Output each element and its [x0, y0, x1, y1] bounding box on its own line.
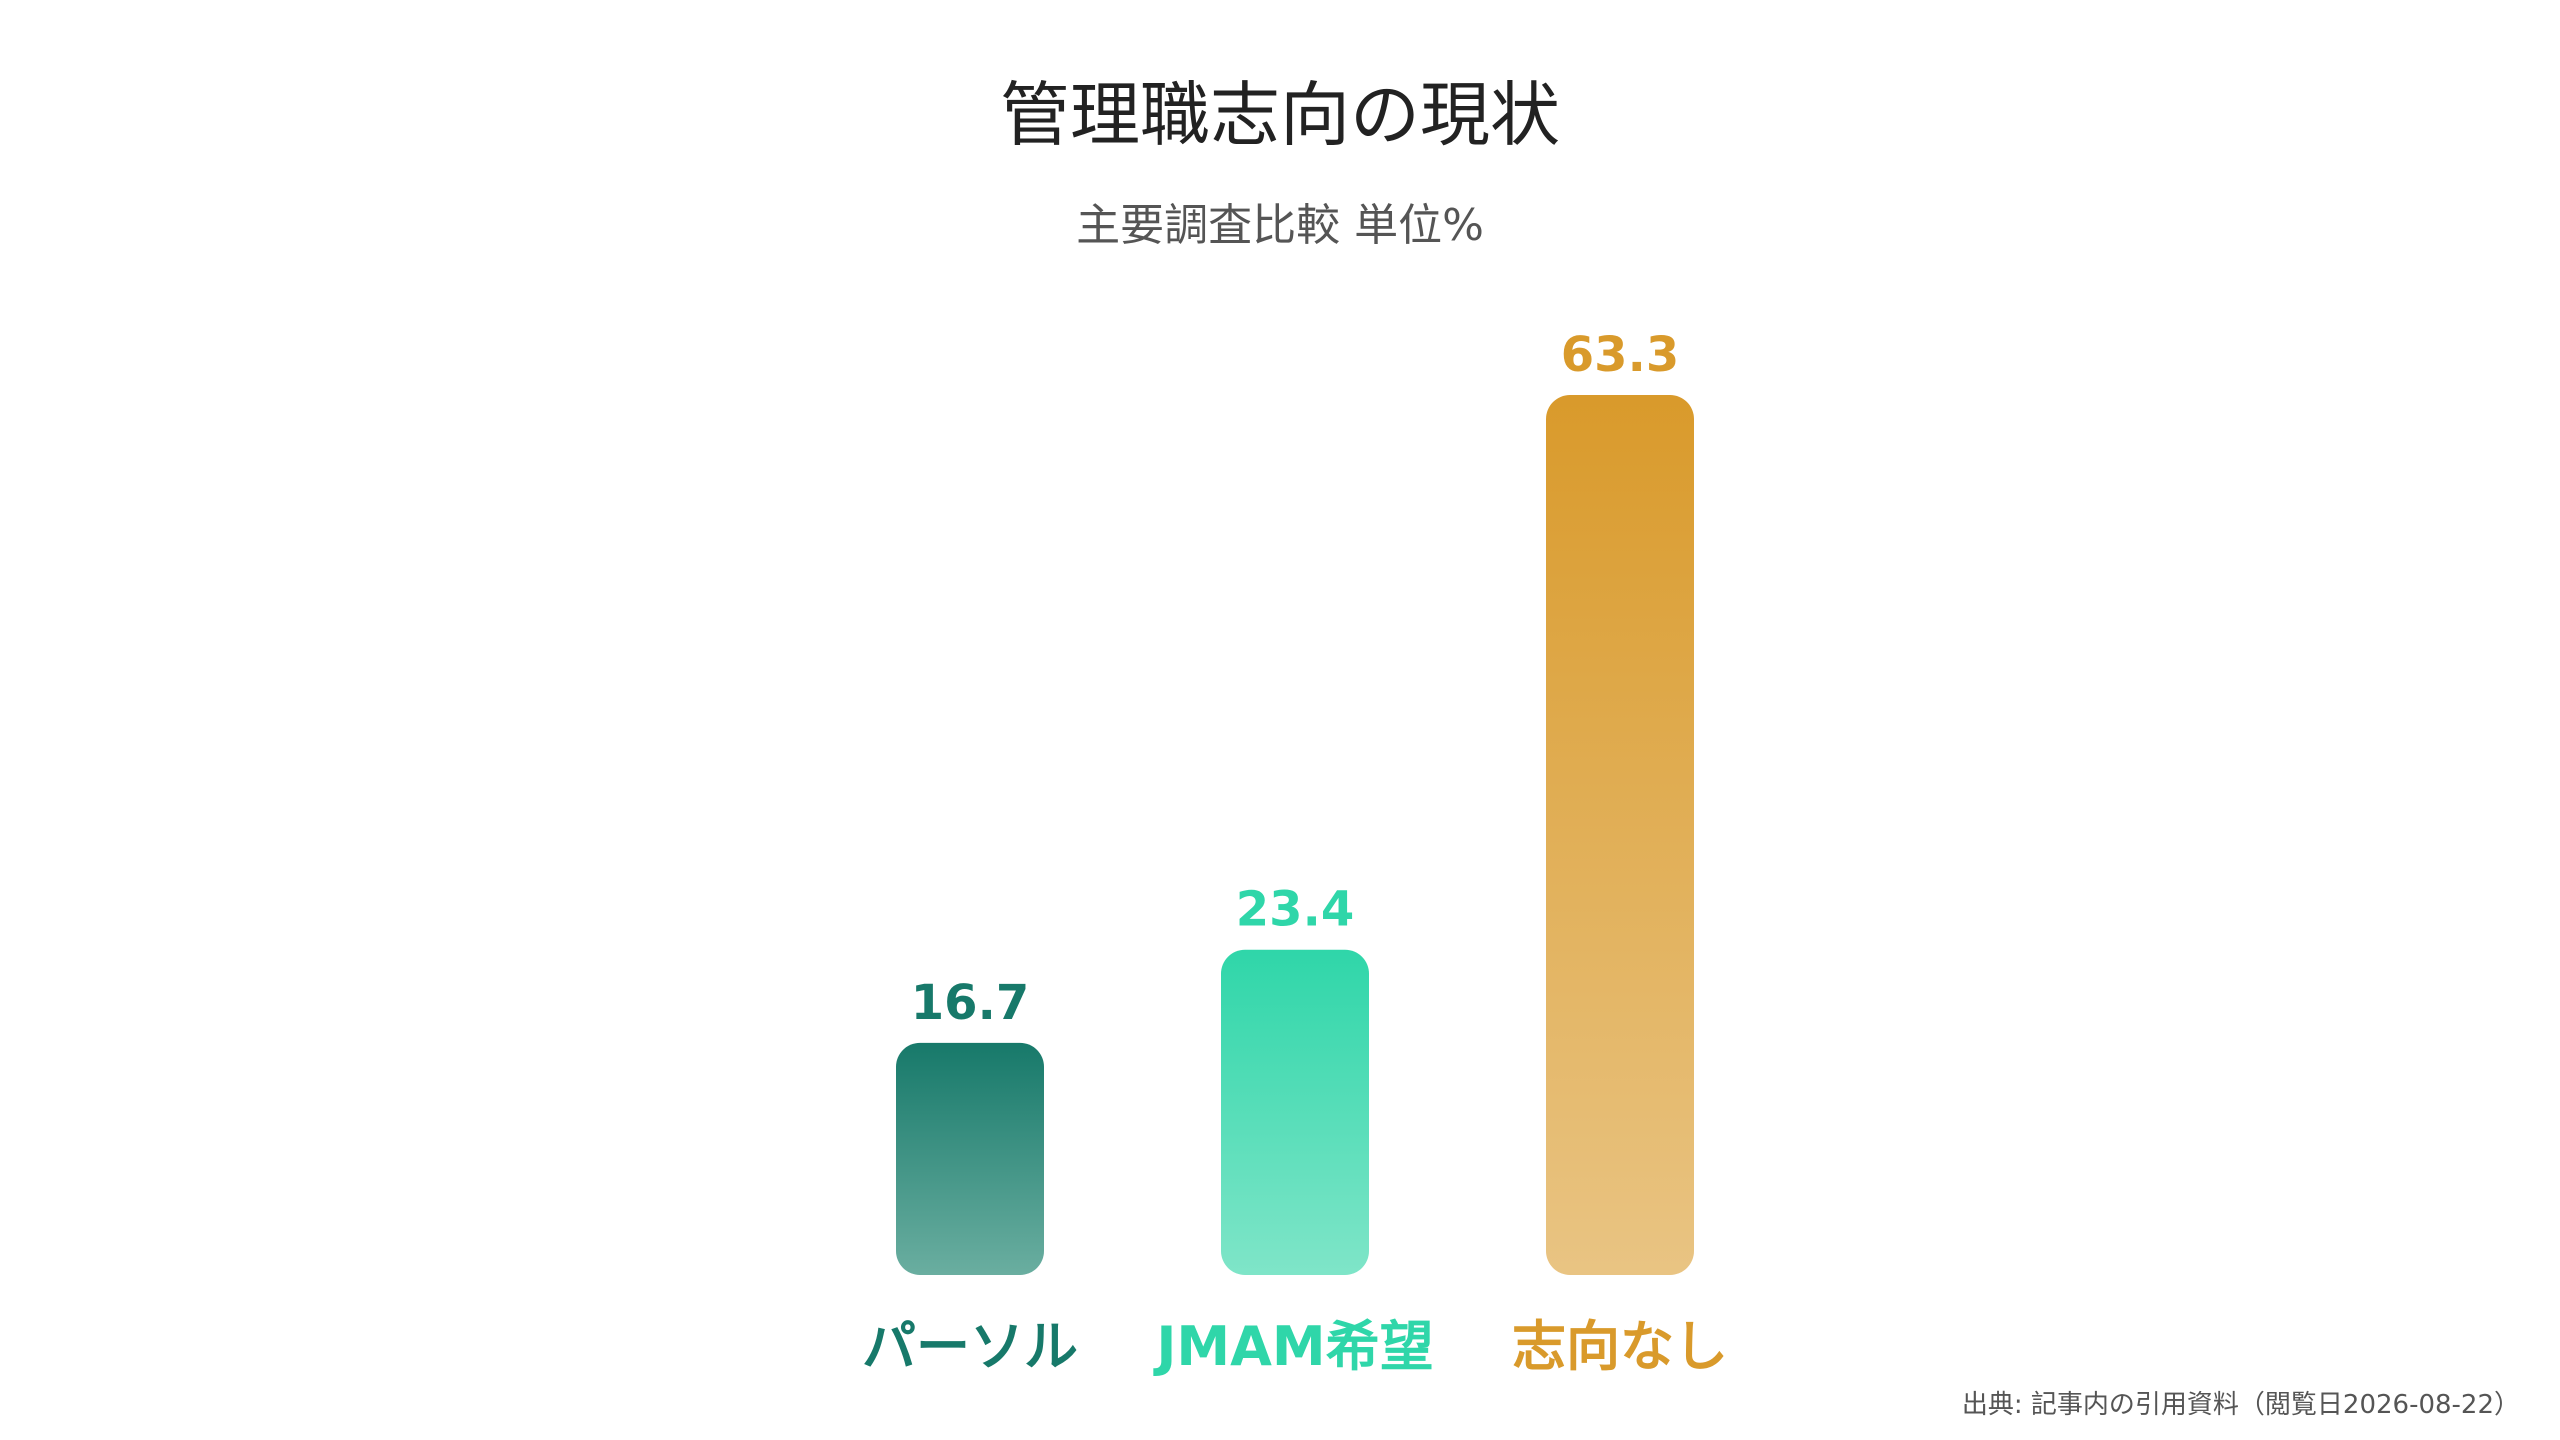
bar-2: [1221, 949, 1369, 1275]
bar-value-label-1: 16.7: [911, 975, 1029, 1031]
category-label-2: JMAM希望: [1152, 1315, 1433, 1378]
source-note: 出典: 記事内の引用資料（閲覧日2026-08-22）: [1961, 1390, 2520, 1420]
bar-1: [896, 1042, 1044, 1275]
bars-group: 16.7 パーソル 23.4 JMAM希望 63.3 志向なし: [862, 327, 1728, 1378]
bar-3: [1546, 395, 1694, 1275]
category-label-3: 志向なし: [1512, 1315, 1728, 1378]
chart-subtitle: 主要調査比較 単位%: [1076, 200, 1484, 251]
bar-value-label-2: 23.4: [1236, 882, 1354, 938]
bar-value-label-3: 63.3: [1561, 327, 1679, 383]
category-label-1: パーソル: [862, 1315, 1078, 1378]
chart-title: 管理職志向の現状: [1000, 74, 1560, 156]
